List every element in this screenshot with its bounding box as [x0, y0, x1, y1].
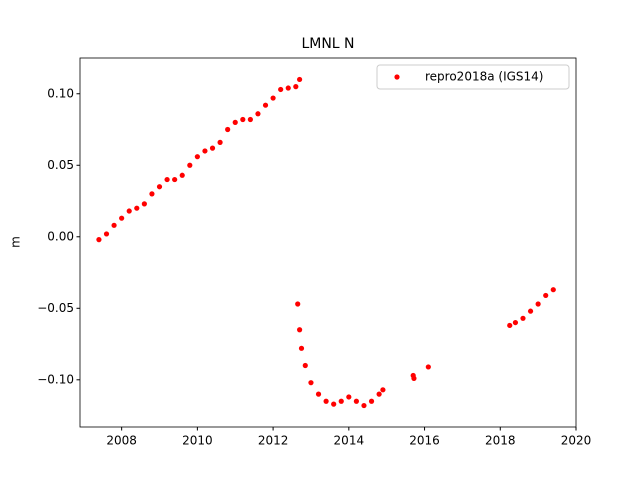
x-tick-label: 2018: [485, 434, 516, 448]
data-point: [209, 145, 216, 151]
x-tick-label: 2014: [334, 434, 365, 448]
data-point: [119, 215, 125, 221]
data-point: [302, 362, 308, 369]
data-point: [217, 139, 223, 145]
chart-title: LMNL N: [301, 36, 354, 52]
data-point: [298, 345, 305, 351]
data-point: [308, 380, 314, 386]
y-tick-label: −0.05: [37, 301, 74, 315]
data-point: [507, 322, 513, 329]
data-point: [164, 176, 170, 183]
data-point: [368, 398, 375, 404]
data-point: [361, 402, 367, 409]
data-point: [202, 148, 208, 154]
legend-label: repro2018a (IGS14): [425, 70, 543, 84]
data-point: [285, 85, 291, 91]
data-point: [338, 398, 344, 404]
y-tick-label: 0.10: [47, 86, 74, 100]
x-tick-label: 2016: [409, 434, 440, 448]
data-point: [411, 375, 417, 381]
data-point: [323, 398, 329, 404]
data-point: [232, 119, 238, 125]
axes-frame: [79, 57, 577, 428]
y-tick-label: 0.00: [47, 229, 74, 243]
data-point: [425, 364, 431, 370]
data-point: [550, 287, 556, 293]
data-point: [103, 231, 110, 237]
data-point: [111, 222, 117, 228]
data-point: [247, 116, 253, 123]
x-tick-label: 2020: [561, 434, 592, 448]
x-tick-label: 2008: [106, 434, 137, 448]
x-tick-label: 2010: [182, 434, 213, 448]
data-point: [297, 327, 303, 333]
data-point: [172, 176, 178, 183]
data-point: [520, 315, 526, 321]
data-point: [96, 237, 102, 243]
data-point: [543, 292, 549, 299]
data-point: [270, 95, 276, 101]
data-point: [297, 76, 303, 83]
data-point: [331, 401, 337, 407]
data-point: [240, 116, 246, 123]
data-point: [149, 191, 155, 197]
y-tick-label: −0.10: [37, 372, 74, 386]
x-tick-label: 2012: [258, 434, 289, 448]
data-point: [278, 86, 284, 93]
data-point: [315, 391, 322, 397]
data-point: [141, 201, 147, 207]
data-point: [295, 301, 301, 307]
data-point: [376, 391, 382, 397]
legend-marker: [394, 74, 400, 80]
data-point: [512, 319, 519, 326]
data-point: [353, 398, 359, 404]
data-point: [134, 205, 140, 211]
data-point: [346, 394, 352, 400]
legend-box: [376, 64, 570, 90]
data-point: [380, 387, 386, 393]
data-point: [225, 126, 231, 133]
data-point: [179, 172, 185, 178]
data-point: [194, 154, 200, 160]
data-point: [527, 308, 534, 314]
data-point: [262, 102, 269, 108]
y-axis-label: m: [9, 236, 23, 248]
y-tick-label: 0.05: [47, 158, 74, 172]
data-point: [255, 111, 261, 117]
data-point: [293, 84, 299, 90]
data-point: [126, 208, 132, 214]
data-point: [535, 301, 541, 307]
data-point: [156, 184, 163, 190]
data-point: [187, 162, 193, 168]
